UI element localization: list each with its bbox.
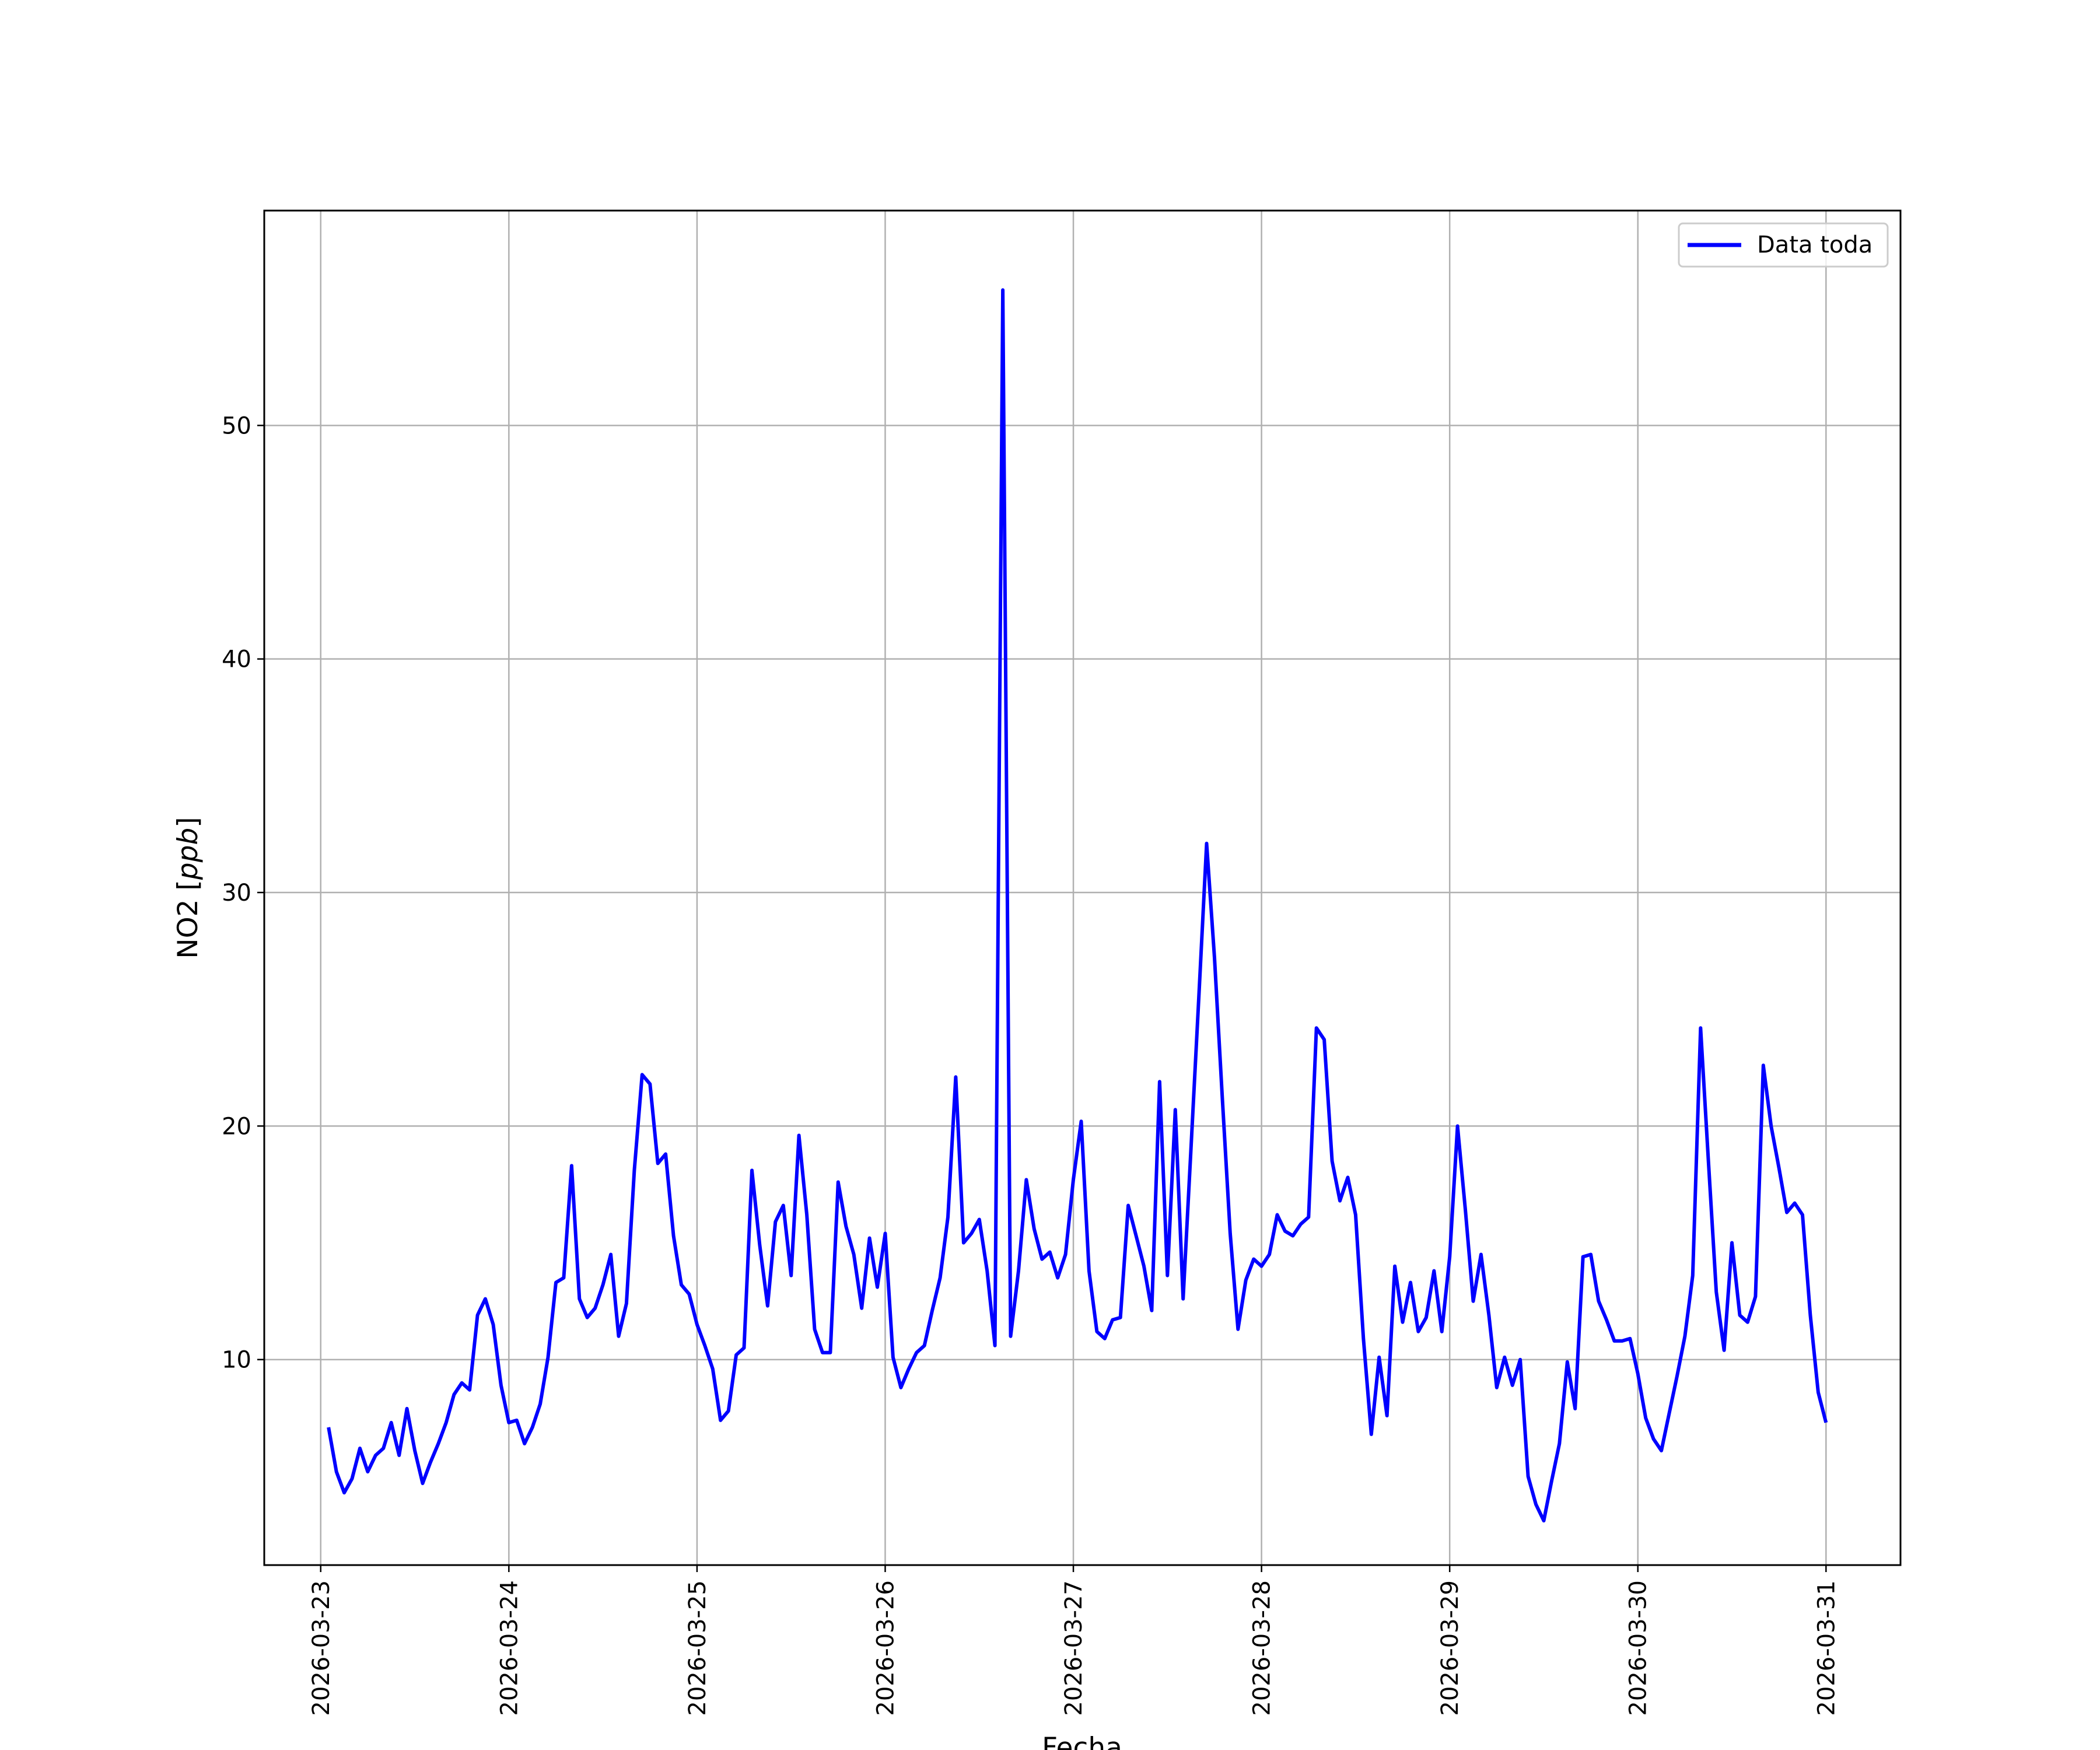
y-axis-title: NO2 [ppb] [172, 817, 204, 958]
x-tick-label: 2026-03-28 [1249, 1580, 1276, 1716]
legend: Data toda [1678, 222, 1889, 268]
series-layer [327, 288, 1828, 1522]
legend-label: Data toda [1757, 232, 1873, 258]
y-tick-label: 10 [222, 1347, 251, 1374]
x-tick-label: 2026-03-31 [1813, 1580, 1840, 1716]
x-tick-label: 2026-03-24 [496, 1580, 523, 1716]
y-axis-title-suffix: ] [172, 817, 204, 827]
y-tick-label: 50 [222, 412, 251, 439]
y-tick-label: 40 [222, 646, 251, 673]
x-tick-label: 2026-03-29 [1437, 1580, 1464, 1716]
x-tick-label: 2026-03-23 [308, 1580, 335, 1716]
legend-box [1678, 222, 1889, 268]
y-axis-title-unit: ppb [172, 828, 204, 881]
series-line-data-toda [327, 288, 1828, 1522]
x-tick-label: 2026-03-30 [1625, 1580, 1652, 1716]
grid-layer [264, 211, 1901, 1565]
x-tick-label: 2026-03-27 [1060, 1580, 1087, 1716]
plot-area-frame [263, 209, 1902, 1566]
x-tick-label: 2026-03-25 [684, 1580, 711, 1716]
tick-layer: 10 20 30 40 50 2026-03-23 2026-03-24 2026-03-25… [222, 412, 1840, 1716]
x-tick-label: 2026-03-26 [872, 1580, 899, 1716]
x-axis-title: Fecha [1042, 1732, 1122, 1750]
y-tick-label: 30 [222, 880, 251, 907]
y-tick-label: 20 [222, 1113, 251, 1140]
y-axis-title-prefix: NO2 [ [172, 880, 204, 958]
